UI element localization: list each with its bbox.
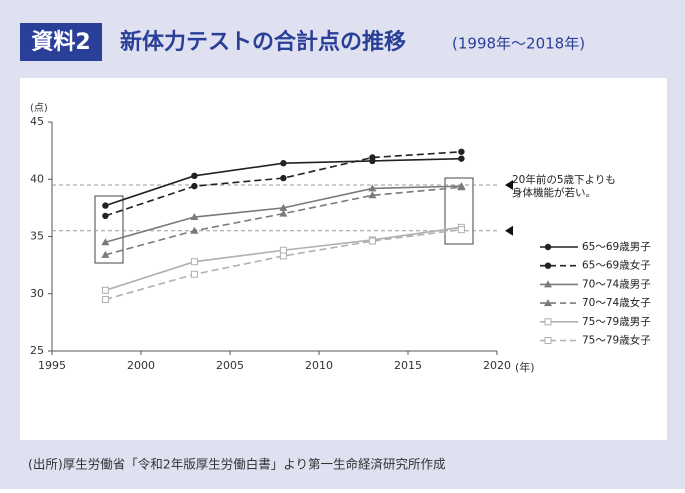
y-tick-label: 35	[30, 230, 44, 243]
point	[457, 183, 466, 191]
point	[279, 209, 288, 217]
x-tick-label: 2010	[305, 359, 333, 372]
point	[280, 174, 287, 182]
point	[279, 246, 287, 254]
point	[102, 212, 109, 220]
point	[368, 184, 377, 192]
point	[368, 191, 377, 199]
annotation: 20年前の5歳下よりも	[512, 173, 616, 186]
legend-marker	[544, 318, 552, 326]
legend-label: 65〜69歳女子	[582, 259, 651, 272]
series-line	[105, 228, 462, 301]
point	[369, 154, 376, 161]
title: 新体力テストの合計点の推移	[120, 29, 406, 55]
legend-marker	[544, 337, 552, 344]
legend-label: 65〜69歳男子	[582, 241, 651, 253]
legend-marker	[544, 299, 552, 307]
reference-arrow	[505, 179, 513, 190]
point	[101, 250, 110, 258]
x-axis-label: (年)	[515, 360, 535, 374]
point	[101, 238, 110, 246]
annotation: 身体機能が若い。	[512, 186, 596, 199]
x-tick-label: 1995	[38, 359, 66, 372]
highlight-box	[94, 195, 124, 264]
point	[458, 148, 465, 155]
point	[279, 252, 287, 260]
y-tick-label: 25	[30, 344, 44, 357]
chart-panel	[20, 78, 667, 440]
badge-box	[20, 23, 102, 61]
point	[102, 202, 109, 209]
reference-arrow	[505, 225, 513, 236]
x-tick-label: 2005	[216, 359, 244, 372]
point	[191, 182, 198, 190]
subtitle: (1998年〜2018年)	[452, 35, 585, 53]
point	[191, 172, 198, 180]
point	[458, 155, 465, 162]
legend-label: 75〜79歳男子	[582, 316, 651, 328]
legend-marker	[544, 262, 552, 269]
y-tick-label: 45	[30, 115, 44, 128]
legend-label: 70〜74歳男子	[582, 278, 651, 290]
legend-label: 75〜79歳女子	[582, 334, 651, 347]
y-tick-label: 30	[30, 287, 44, 300]
x-tick-label: 2000	[127, 359, 155, 372]
x-tick-label: 2015	[394, 359, 422, 372]
highlight-box	[444, 177, 474, 245]
legend-label: 70〜74歳女子	[582, 296, 651, 309]
y-tick-label: 40	[30, 172, 44, 185]
point	[101, 286, 109, 294]
legend-marker	[544, 280, 552, 288]
point	[101, 295, 109, 303]
point	[190, 213, 199, 221]
point	[457, 226, 465, 234]
point	[280, 160, 287, 167]
y-axis-label: (点)	[30, 102, 48, 114]
point	[190, 258, 198, 266]
badge: 資料2	[31, 29, 90, 55]
source: (出所)厚生労働省「令和2年版厚生労働白書」より第一生命経済研究所作成	[28, 457, 445, 472]
point	[368, 237, 376, 245]
legend-marker	[544, 243, 552, 251]
x-tick-label: 2020	[483, 359, 511, 372]
point	[279, 203, 288, 211]
point	[190, 226, 199, 234]
point	[190, 270, 198, 278]
